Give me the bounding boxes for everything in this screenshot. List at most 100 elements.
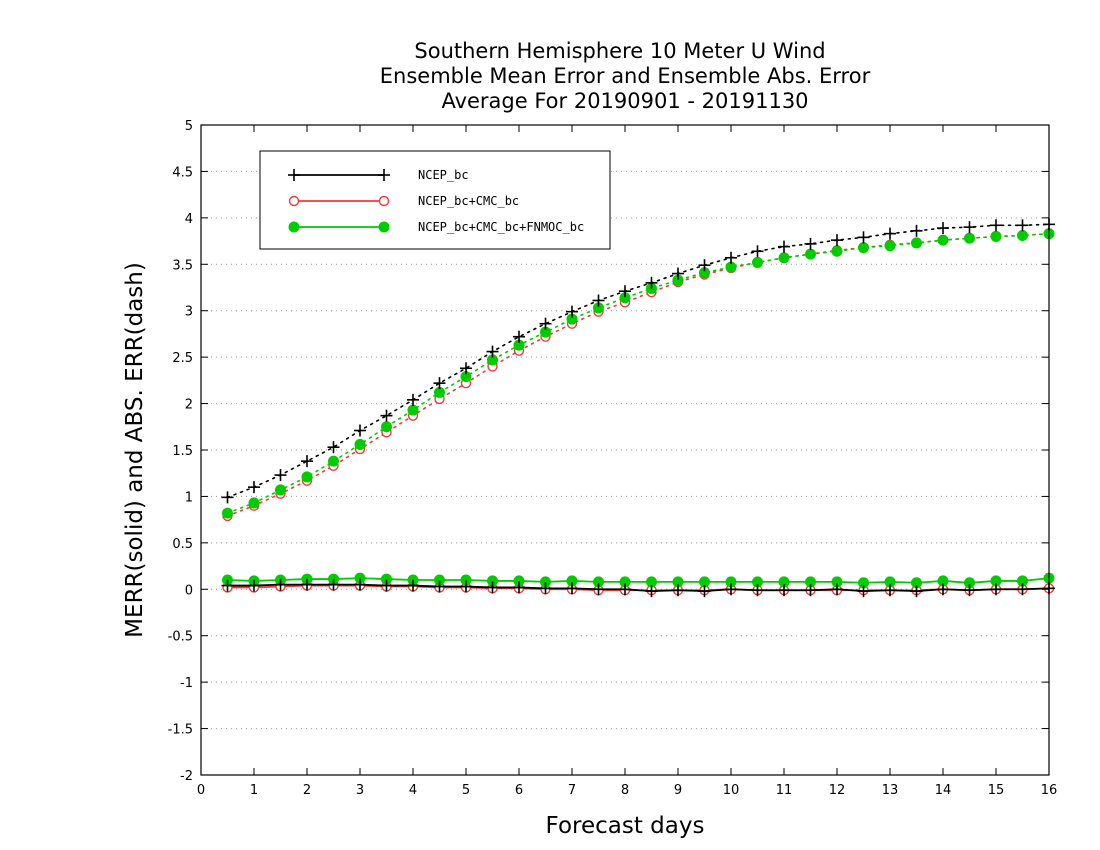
abs-err-point: [831, 234, 843, 247]
mean-err-point: [831, 583, 843, 596]
x-tick-label: 10: [723, 783, 740, 798]
x-tick-label: 8: [621, 783, 629, 798]
abs-err-point: [354, 438, 366, 450]
y-tick-label: -2: [180, 769, 193, 784]
abs-err-point: [274, 469, 287, 482]
y-tick-label: 4.5: [172, 165, 193, 180]
legend-entry-2: NCEP_bc+CMC_bc+FNMOC_bc: [288, 220, 584, 234]
y-tick-label: -1: [180, 676, 193, 691]
series-0: [221, 218, 1055, 598]
mean-err-point: [301, 578, 313, 591]
y-tick-label: 3: [185, 305, 193, 320]
legend-entries: NCEP_bc NCEP_bc+CMC_bc NCEP_bc+CMC_bc+FNMO…: [288, 168, 584, 234]
mean-err-point: [725, 583, 737, 596]
abs-err-point: [805, 248, 816, 260]
x-tick-label: 7: [568, 783, 576, 798]
mean-err-point: [963, 584, 976, 597]
mean-err-point: [380, 579, 393, 592]
x-axis: 0 1 2 3 4 5 6 7 8 9 10 11 12 13 14 15 16: [197, 125, 1057, 798]
abs-err-point: [804, 237, 817, 250]
abs-err-point: [566, 305, 578, 318]
legend-entry-0: NCEP_bc: [288, 168, 469, 182]
legend-marker-left: [288, 221, 300, 233]
abs-err-point: [884, 227, 896, 240]
mean-err-line: [227, 577, 1050, 584]
mean-err-point: [592, 583, 605, 596]
x-tick-label: 13: [882, 783, 899, 798]
x-tick-label: 6: [515, 783, 523, 798]
abs-err-point: [275, 484, 286, 496]
abs-err-point: [248, 481, 260, 494]
abs-err-point: [354, 424, 366, 437]
abs-err-point: [1016, 219, 1029, 232]
mean-err-point: [1016, 583, 1029, 596]
y-axis-title: MERR(solid) and ABS. ERR(dash): [122, 262, 148, 638]
mean-err-point: [486, 581, 499, 594]
legend: NCEP_bc NCEP_bc+CMC_bc NCEP_bc+CMC_bc+FNMO…: [259, 150, 611, 250]
abs-err-point: [672, 267, 684, 280]
abs-err-point: [619, 285, 631, 298]
abs-err-point: [858, 242, 869, 254]
y-tick-label: 4: [185, 212, 193, 227]
abs-err-point: [751, 245, 764, 258]
legend-marker-right: [378, 169, 390, 181]
abs-err-point: [831, 245, 843, 257]
abs-err-point: [460, 362, 472, 375]
x-tick-label: 4: [409, 783, 417, 798]
legend-marker-right: [378, 221, 390, 233]
legend-label: NCEP_bc: [418, 168, 469, 182]
mean-err-point: [990, 583, 1002, 596]
title-line-1: Southern Hemisphere 10 Meter U Wind: [414, 39, 825, 63]
abs-err-point: [513, 330, 525, 343]
title-line-3: Average For 20190901 - 20191130: [441, 89, 808, 113]
abs-err-point: [990, 230, 1002, 242]
series-2: [222, 228, 1055, 589]
abs-err-line: [226, 223, 1050, 499]
mean-err-point: [327, 578, 340, 591]
abs-err-point: [778, 240, 790, 253]
mean-err-point: [751, 584, 764, 597]
mean-err-point: [460, 580, 472, 593]
title-line-2: Ensemble Mean Error and Ensemble Abs. Er…: [380, 64, 871, 88]
abs-err-point: [778, 252, 790, 264]
legend-entry-1: NCEP_bc+CMC_bc: [288, 194, 519, 208]
abs-err-point: [328, 455, 339, 467]
y-tick-label: 3.5: [172, 258, 193, 273]
mean-err-point: [248, 579, 260, 592]
legend-marker-left: [288, 195, 300, 207]
abs-err-point: [698, 259, 711, 272]
mean-err-point: [804, 584, 817, 597]
y-tick-label: 0: [185, 583, 193, 598]
abs-err-point: [407, 393, 419, 406]
abs-err-point: [964, 232, 975, 244]
mean-err-point: [274, 578, 287, 591]
abs-err-point: [327, 441, 340, 454]
x-tick-label: 0: [197, 783, 205, 798]
mean-err-point: [645, 585, 658, 598]
mean-err-point: [910, 585, 923, 598]
abs-err-point: [725, 251, 737, 264]
mean-err-point: [857, 585, 870, 598]
y-tick-label: -0.5: [168, 630, 193, 645]
y-tick-label: 0.5: [172, 537, 193, 552]
abs-err-point: [539, 317, 552, 330]
mean-err-point: [354, 578, 366, 591]
mean-err-point: [407, 579, 419, 592]
abs-err-point: [248, 497, 260, 509]
mean-err-point: [672, 584, 684, 597]
abs-err-point: [486, 345, 499, 358]
legend-label: NCEP_bc+CMC_bc+FNMOC_bc: [418, 220, 584, 234]
abs-err-point: [884, 240, 896, 252]
mean-err-point: [619, 583, 631, 596]
y-tick-label: 1: [185, 490, 193, 505]
mean-err-point: [539, 582, 552, 595]
mean-err-point: [566, 582, 578, 595]
mean-err-point: [778, 584, 790, 597]
abs-err-point: [963, 221, 976, 234]
x-tick-label: 15: [988, 783, 1005, 798]
legend-marker-left: [288, 169, 300, 181]
x-tick-label: 11: [776, 783, 793, 798]
abs-err-line: [226, 232, 1050, 514]
abs-err-point: [380, 409, 393, 422]
